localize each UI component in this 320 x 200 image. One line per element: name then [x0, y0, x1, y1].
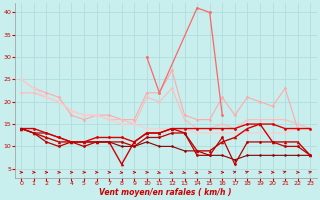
X-axis label: Vent moyen/en rafales ( km/h ): Vent moyen/en rafales ( km/h ): [100, 188, 232, 197]
